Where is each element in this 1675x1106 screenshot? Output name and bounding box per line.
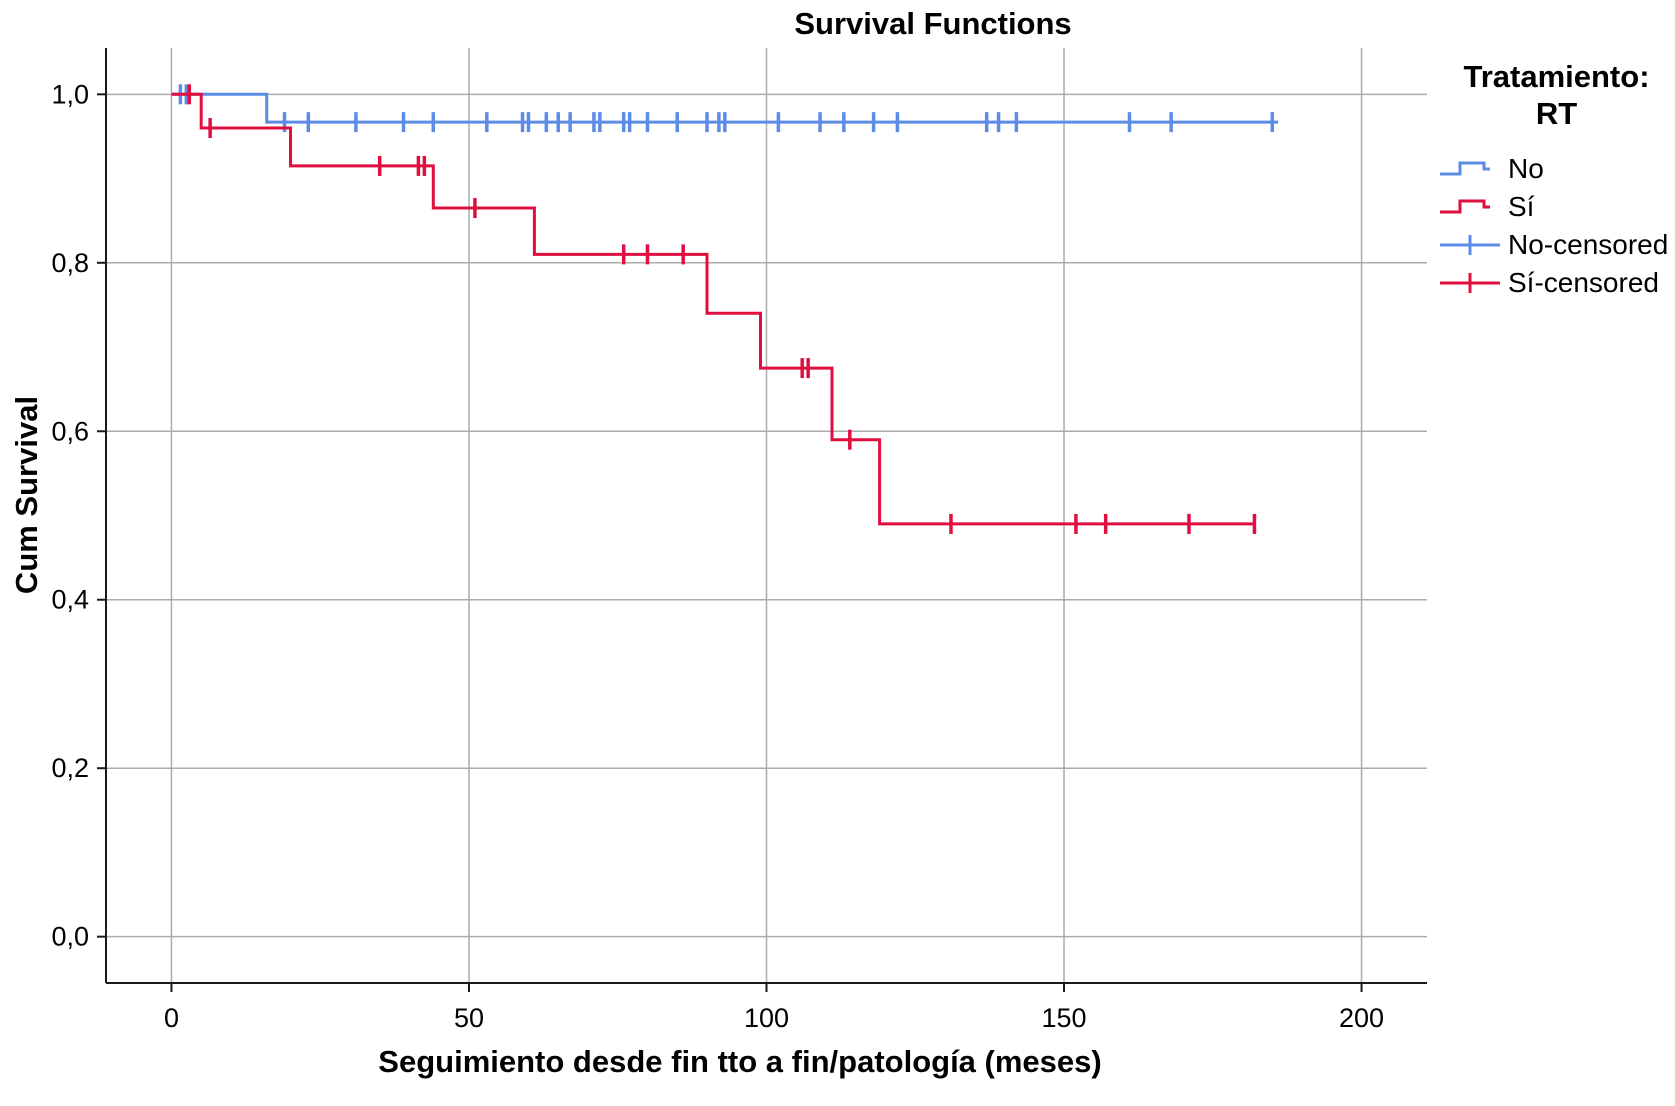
legend-title: Tratamiento: RT — [1438, 58, 1675, 132]
step-line-icon — [1440, 199, 1490, 214]
x-tick-label: 200 — [1339, 1003, 1384, 1033]
censor-cross-icon — [1440, 235, 1500, 255]
censor-cross-icon — [1440, 273, 1500, 293]
y-tick-label: 0,6 — [51, 416, 89, 446]
x-tick-label: 150 — [1041, 1003, 1086, 1033]
x-tick-label: 0 — [164, 1003, 179, 1033]
legend-title-line2: RT — [1535, 96, 1578, 131]
y-tick-label: 0,2 — [51, 753, 89, 783]
legend-entry-label: No-censored — [1508, 229, 1669, 260]
legend-entry-no-censored: No-censored — [1438, 226, 1675, 264]
legend-entries: No Sí No-censored Sí-censored — [1438, 150, 1675, 302]
x-tick-label: 100 — [744, 1003, 789, 1033]
y-tick-label: 0,4 — [51, 585, 89, 615]
legend-entry-label: No — [1508, 153, 1544, 184]
chart-title: Survival Functions — [794, 6, 1072, 41]
x-axis-label: Seguimiento desde fin tto a fin/patologí… — [378, 1044, 1102, 1079]
y-tick-label: 0,8 — [51, 248, 89, 278]
y-axis-label: Cum Survival — [9, 395, 44, 595]
legend-entry-label: Sí-censored — [1508, 267, 1659, 298]
legend-entry-label: Sí — [1508, 191, 1535, 222]
legend-entry-si: Sí — [1438, 188, 1675, 226]
step-line-icon — [1440, 161, 1490, 176]
legend-entry-si-censored: Sí-censored — [1438, 264, 1675, 302]
survival-curve-Sí — [171, 92, 1255, 526]
y-tick-label: 1,0 — [51, 79, 89, 109]
x-tick-label: 50 — [454, 1003, 484, 1033]
survival-curve-No — [171, 92, 1279, 124]
legend: Tratamiento: RT No Sí No-censored Sí-cen… — [1438, 58, 1675, 302]
legend-entry-no: No — [1438, 150, 1675, 188]
legend-title-line1: Tratamiento: — [1463, 59, 1650, 94]
y-tick-label: 0,0 — [51, 922, 89, 952]
